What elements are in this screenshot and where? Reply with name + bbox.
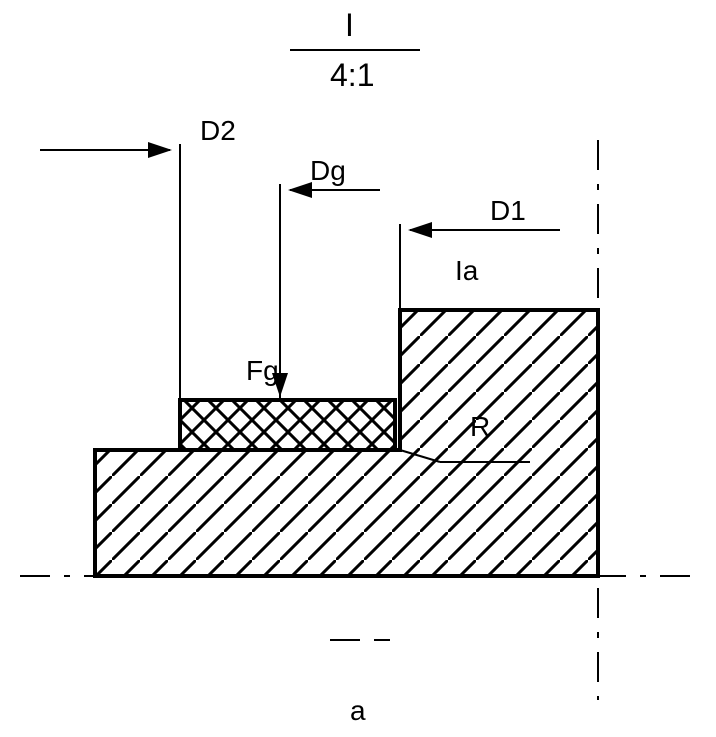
view-letter: I — [345, 7, 354, 43]
scale-title: I 4:1 — [290, 7, 420, 93]
radius-label-r: R — [470, 411, 490, 442]
force-label-fg: Fg — [246, 355, 279, 386]
dim-label-dg: Dg — [310, 155, 346, 186]
dim-label-d2: D2 — [200, 115, 236, 146]
section-label-a: a — [350, 695, 366, 726]
scale-ratio: 4:1 — [330, 57, 374, 93]
dim-label-d1: D1 — [490, 195, 526, 226]
dim-label-ia: Ia — [455, 255, 479, 286]
engineering-detail-view: I 4:1 D2 Dg D1 Ia Fg R a — [0, 0, 716, 737]
gasket-section — [180, 400, 395, 450]
